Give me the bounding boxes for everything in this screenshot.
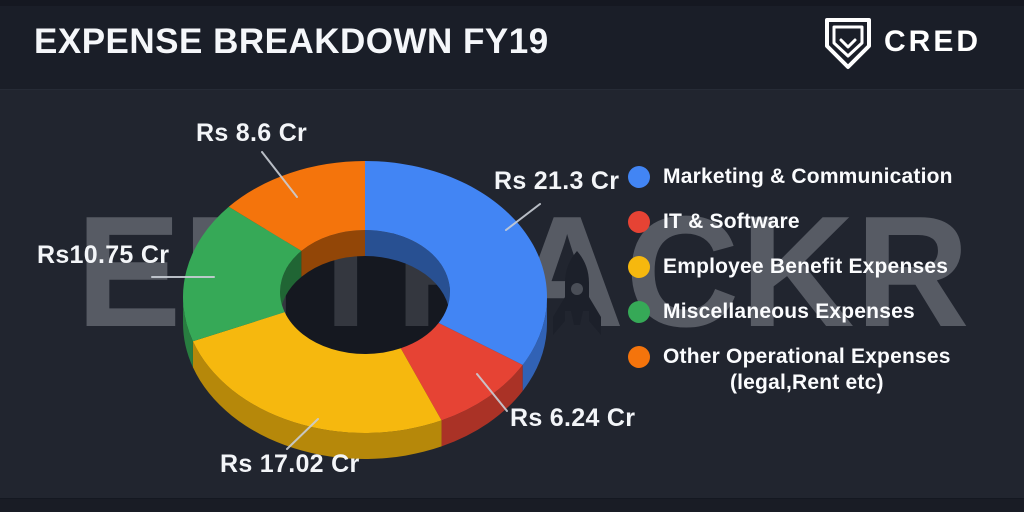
legend-dot-red [628, 211, 650, 233]
value-label-it-software: Rs 6.24 Cr [510, 404, 636, 432]
donut-slice-path [365, 230, 450, 318]
legend-item-other-operational: Other Operational Expenses (legal,Rent e… [628, 344, 953, 396]
value-label-employee: Rs 17.02 Cr [220, 450, 360, 478]
donut-slice-path [192, 312, 442, 434]
legend-label-line2: (legal,Rent etc) [729, 371, 884, 394]
donut-slice-path [441, 364, 523, 447]
donut-slice-path [183, 206, 302, 342]
top-edge-strip [0, 0, 1024, 6]
legend-label: Employee Benefit Expenses [663, 255, 949, 278]
donut-slice-path [301, 230, 365, 277]
leader-line-blue [505, 203, 541, 231]
cred-shield-icon [825, 18, 871, 69]
legend-item-miscellaneous: Miscellaneous Expenses [628, 299, 953, 325]
page-title: EXPENSE BREAKDOWN FY19 [34, 22, 549, 61]
legend-dot-yellow [628, 256, 650, 278]
legend-item-marketing: Marketing & Communication [628, 164, 953, 190]
leader-line-orange [261, 151, 298, 198]
legend: Marketing & Communication IT & Software … [628, 164, 953, 396]
brand-lockup: CRED [822, 15, 1024, 75]
legend-label: Other Operational Expenses (legal,Rent e… [663, 344, 951, 396]
donut-slice-path [183, 297, 193, 368]
value-label-other-operational: Rs 8.6 Cr [196, 119, 308, 147]
legend-label: IT & Software [663, 210, 800, 233]
leader-line-yellow [286, 418, 319, 450]
donut-slice-path [365, 161, 547, 365]
donut-slice-path [280, 250, 302, 318]
leader-line-red [476, 373, 508, 412]
legend-label: Miscellaneous Expenses [663, 300, 915, 323]
bottom-edge-strip [0, 498, 1024, 512]
legend-dot-orange [628, 346, 650, 368]
legend-label: Marketing & Communication [663, 165, 953, 188]
value-label-miscellaneous: Rs10.75 Cr [37, 241, 170, 269]
header-bar: EXPENSE BREAKDOWN FY19 CRED [0, 0, 1024, 90]
donut-slice-path [400, 322, 523, 421]
legend-item-employee: Employee Benefit Expenses [628, 254, 953, 280]
cred-wordmark: CRED [884, 25, 982, 58]
legend-label-line1: Other Operational Expenses [663, 345, 951, 368]
donut-slice-path [192, 341, 442, 459]
legend-item-it-software: IT & Software [628, 209, 953, 235]
legend-dot-green [628, 301, 650, 323]
donut-slice-path [228, 161, 365, 251]
donut-slice-path [522, 297, 547, 391]
legend-dot-blue [628, 166, 650, 188]
leader-lines [151, 151, 541, 450]
rocket-icon [553, 251, 601, 335]
value-label-marketing: Rs 21.3 Cr [494, 167, 620, 195]
